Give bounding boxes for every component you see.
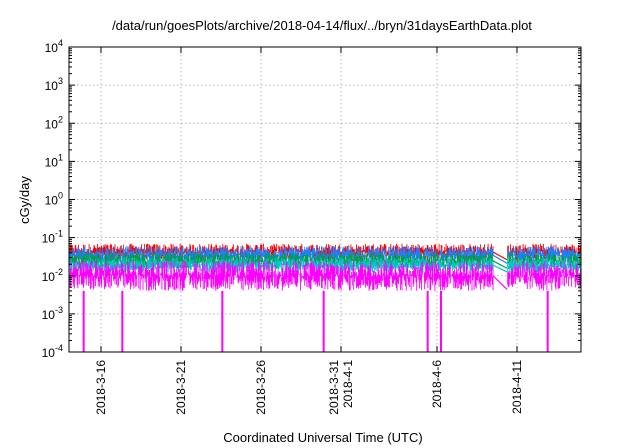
x-tick-label: 2018-4-11 — [510, 360, 524, 414]
gap-connector — [492, 260, 508, 269]
x-axis-ticks: 2018-3-16 2018-3-21 2018-3-26 2018-3-31 2018… — [94, 47, 524, 415]
gap-connector — [492, 275, 508, 290]
y-axis-ticks: 10-4 10-3 10-2 10-1 100 101 102 103 104 — [42, 38, 581, 360]
x-tick-label: 2018-3-16 — [94, 360, 108, 415]
x-tick-label: 2018-3-26 — [254, 360, 268, 415]
y-tick-label: 10-2 — [42, 267, 63, 284]
chart-title: /data/run/goesPlots/archive/2018-04-14/f… — [112, 18, 532, 33]
y-tick-label: 10-4 — [42, 343, 63, 360]
gap-connector — [492, 251, 508, 261]
gap-connector — [492, 264, 508, 273]
grid-lines — [69, 47, 581, 352]
y-tick-label: 10-3 — [42, 305, 63, 322]
x-tick-label: 2018-3-31 — [327, 360, 341, 415]
x-tick-label: 2018-4-1 — [341, 360, 355, 408]
y-tick-label: 103 — [45, 76, 63, 93]
y-tick-label: 10-1 — [42, 229, 63, 246]
x-tick-label: 2018-3-21 — [174, 360, 188, 415]
y-axis-label: cGy/day — [17, 176, 32, 224]
y-tick-label: 101 — [45, 152, 63, 169]
x-tick-label: 2018-4-6 — [430, 360, 444, 408]
y-tick-label: 102 — [45, 114, 63, 131]
x-axis-label: Coordinated Universal Time (UTC) — [223, 430, 422, 445]
y-tick-label: 104 — [45, 38, 63, 55]
gap-connector — [492, 254, 508, 264]
y-tick-label: 100 — [45, 191, 63, 208]
data-series — [69, 243, 581, 352]
